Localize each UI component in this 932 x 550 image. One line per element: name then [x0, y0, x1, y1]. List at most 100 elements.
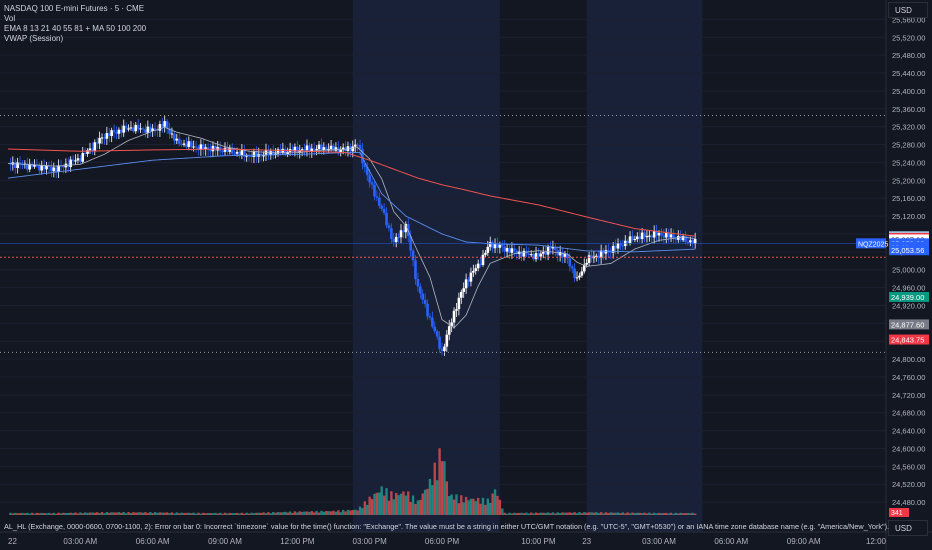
candle-body	[520, 251, 523, 257]
candle-body	[161, 124, 164, 127]
candle-body	[54, 167, 58, 172]
candle-body	[636, 236, 639, 240]
volume-bar	[264, 513, 268, 515]
candle-body	[341, 147, 345, 150]
volume-bar	[520, 512, 523, 515]
volume-bar	[481, 497, 485, 515]
moving-averages-label[interactable]: EMA 8 13 21 40 55 81 + MA 50 100 200	[4, 24, 147, 33]
volume-bar	[440, 461, 444, 515]
volume-bar	[660, 513, 663, 515]
volume-bar	[561, 512, 564, 515]
candle-body	[423, 299, 427, 304]
volume-bar	[337, 510, 340, 515]
candle-body	[544, 252, 547, 255]
volume-bar	[363, 501, 367, 515]
volume-label[interactable]: Vol	[4, 14, 16, 23]
candle-body	[573, 268, 576, 278]
currency-selector-top[interactable]: USD	[888, 2, 928, 18]
candle-body	[469, 272, 473, 282]
candle-body	[228, 147, 232, 152]
currency-selector-bottom[interactable]: USD	[888, 520, 928, 536]
candle-body	[476, 263, 480, 269]
volume-bar	[211, 513, 215, 515]
candle-body	[153, 128, 157, 130]
volume-bar	[40, 512, 43, 515]
volume-bar	[619, 513, 622, 515]
volume-bar	[457, 503, 461, 515]
volume-bar	[108, 512, 111, 515]
candle-body	[604, 250, 608, 254]
volume-bar	[173, 513, 176, 515]
volume-bar	[624, 513, 627, 515]
candle-body	[578, 275, 581, 278]
y-tick-label: 25,280.00	[892, 141, 925, 150]
volume-bar	[390, 491, 393, 515]
volume-bar	[16, 513, 19, 515]
volume-bar	[496, 495, 499, 515]
vwap-label[interactable]: VWAP (Session)	[4, 34, 64, 43]
candle-body	[238, 151, 241, 155]
ma200-line	[7, 148, 696, 237]
volume-bar	[645, 513, 649, 515]
volume-bar	[122, 512, 125, 515]
volume-bar	[163, 512, 166, 515]
candle-body	[462, 288, 465, 292]
candle-body	[402, 230, 405, 233]
candle-body	[505, 248, 509, 252]
volume-bar	[23, 513, 27, 515]
candle-body	[115, 132, 118, 134]
candle-body	[657, 232, 661, 236]
candle-body	[209, 149, 212, 152]
candle-body	[580, 271, 584, 276]
symbol-title[interactable]: NASDAQ 100 E-mini Futures · 5 · CME	[4, 4, 145, 13]
candle-body	[459, 291, 463, 298]
volume-bar	[192, 512, 195, 515]
volume-bar	[549, 513, 552, 515]
candle-body	[194, 146, 198, 148]
volume-bar	[665, 512, 668, 515]
x-tick-label: 06:00 PM	[424, 537, 460, 546]
volume-bar	[88, 512, 92, 515]
candle-body	[351, 146, 355, 152]
volume-bar	[498, 499, 502, 515]
candle-body	[28, 163, 31, 170]
candle-body	[122, 125, 126, 133]
candle-body	[419, 286, 422, 294]
candle-body	[95, 142, 99, 144]
y-tick-label: 25,440.00	[892, 69, 925, 78]
x-tick-label: 06:00 AM	[714, 537, 749, 546]
candle-body	[662, 235, 666, 238]
volume-bar	[165, 512, 169, 515]
candle-body	[392, 239, 396, 243]
candle-body	[144, 129, 147, 133]
volume-bar	[474, 501, 477, 515]
candle-body	[532, 254, 535, 260]
candle-body	[93, 142, 97, 151]
candle-body	[156, 129, 159, 131]
candle-body	[107, 133, 111, 136]
volume-bar	[602, 513, 605, 515]
candle-body	[537, 253, 540, 257]
candle-body	[481, 254, 485, 265]
volume-bar	[76, 513, 80, 515]
candle-body	[582, 264, 586, 272]
candle-body	[185, 143, 188, 147]
y-tick-label: 25,200.00	[892, 176, 925, 185]
volume-bar	[382, 495, 386, 515]
volume-bar	[141, 512, 145, 515]
volume-bar	[305, 511, 309, 515]
candle-body	[175, 138, 179, 141]
candle-body	[440, 348, 444, 352]
volume-bar	[467, 500, 470, 515]
candle-body	[529, 254, 533, 256]
volume-bar	[322, 511, 326, 515]
y-tick-label: 25,400.00	[892, 87, 925, 96]
candle-body	[110, 130, 113, 136]
candle-body	[621, 245, 625, 247]
candle-body	[510, 248, 514, 253]
volume-bar	[105, 512, 109, 515]
volume-bar	[197, 512, 200, 515]
volume-bar	[202, 512, 205, 515]
candle-body	[25, 163, 29, 170]
